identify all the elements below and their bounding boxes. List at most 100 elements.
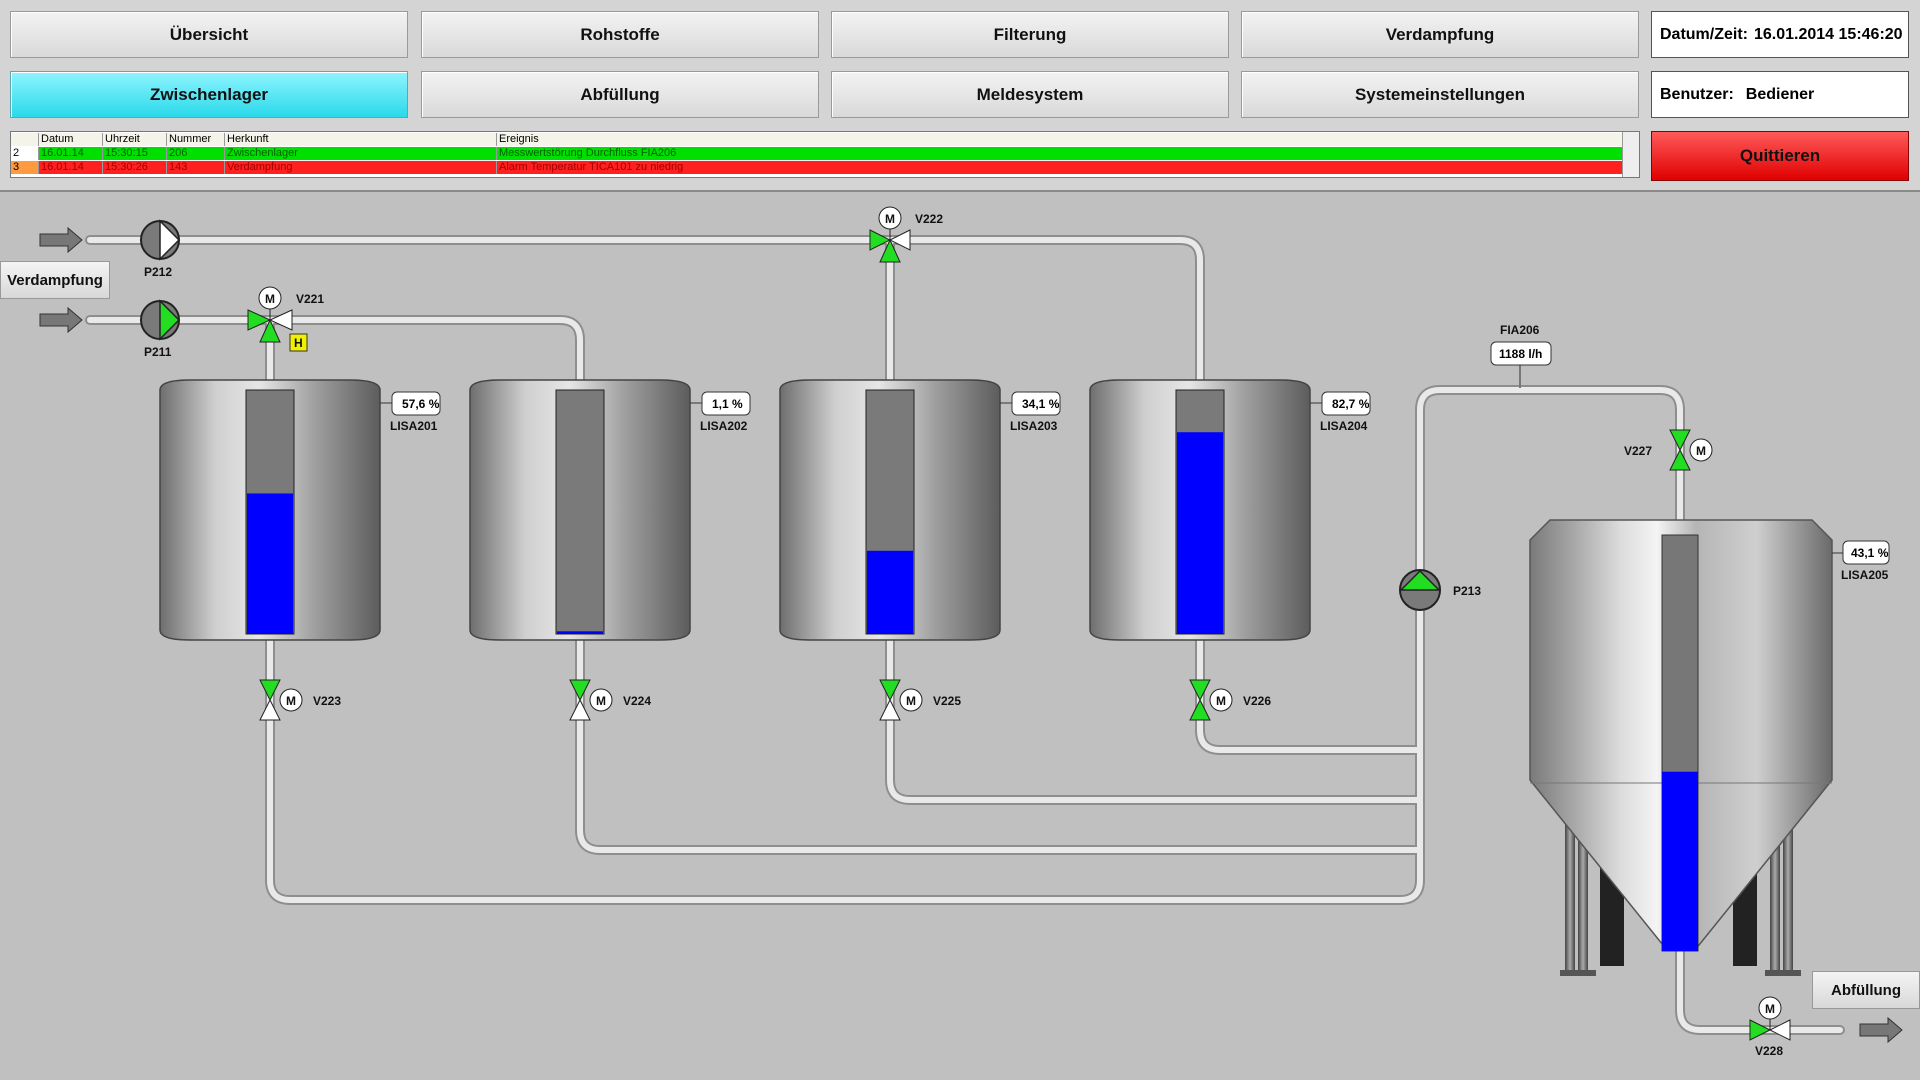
motor-icon: M — [885, 212, 895, 226]
nav-meldesystem[interactable]: Meldesystem — [831, 71, 1229, 118]
flow-indicator-fia206: FIA206 1188 l/h — [1490, 323, 1552, 388]
motor-icon: M — [906, 694, 916, 708]
tank-level-value: 82,7 % — [1332, 397, 1370, 411]
message-table-header: Datum Uhrzeit Nummer Herkunft Ereignis — [11, 133, 1623, 146]
message-ereignis: Alarm Temperatur TICA101 zu niedrig — [497, 161, 1623, 174]
inflow-arrow — [39, 226, 83, 254]
valve-v223-label: V223 — [313, 694, 341, 708]
nav-rohstoffe[interactable]: Rohstoffe — [421, 11, 819, 58]
message-row[interactable]: 2 16.01.14 15:30:15 206 Zwischenlager Me… — [11, 147, 1623, 160]
tank-level-fill — [247, 493, 293, 634]
silo-level-value: 43,1 % — [1851, 546, 1889, 560]
motor-icon: M — [1765, 1002, 1775, 1016]
silo-tag: LISA205 — [1841, 568, 1889, 582]
datetime-value: 16.01.2014 15:46:20 — [1754, 25, 1903, 43]
pump-p211-label: P211 — [144, 345, 172, 359]
goto-verdampfung-button[interactable]: Verdampfung — [0, 261, 110, 299]
pump-p211[interactable]: P211 — [140, 299, 181, 359]
motor-icon: M — [596, 694, 606, 708]
nav-abfuellung[interactable]: Abfüllung — [421, 71, 819, 118]
message-nummer: 143 — [167, 161, 225, 174]
valve-v227[interactable]: M V227 — [1624, 429, 1713, 471]
tank-level-display — [391, 391, 441, 416]
tank-tag: LISA204 — [1320, 419, 1368, 433]
tank-level-fill — [1177, 432, 1223, 634]
valve-v225[interactable]: M V225 — [879, 679, 961, 721]
message-nummer: 206 — [167, 147, 225, 160]
tank-level-gauge — [555, 389, 605, 635]
pump-p213-label: P213 — [1453, 584, 1481, 598]
valve-v221[interactable]: M H V221 — [247, 286, 324, 352]
user-label: Benutzer: — [1660, 85, 1734, 103]
message-herkunft: Verdampfung — [225, 161, 497, 174]
valve-v227-label: V227 — [1624, 444, 1652, 458]
user-value: Bediener — [1745, 85, 1815, 103]
nav-systemeinstellungen[interactable]: Systemeinstellungen — [1241, 71, 1639, 118]
message-uhrzeit: 15:30:15 — [103, 147, 167, 160]
nav-zwischenlager[interactable]: Zwischenlager — [10, 71, 408, 118]
acknowledge-button[interactable]: Quittieren — [1651, 131, 1909, 181]
tank-lisa204: 82,7 % LISA204 — [1089, 379, 1371, 641]
nav-filterung[interactable]: Filterung — [831, 11, 1229, 58]
tank-level-value: 34,1 % — [1022, 397, 1060, 411]
col-header-herkunft: Herkunft — [225, 133, 497, 146]
silo-level-fill — [1662, 771, 1698, 951]
user-display: Benutzer: Bediener — [1651, 71, 1909, 118]
valve-v228-label: V228 — [1755, 1044, 1783, 1058]
message-row[interactable]: 3 16.01.14 15:30:26 143 Verdampfung Alar… — [11, 161, 1623, 174]
flow-value: 1188 l/h — [1499, 347, 1542, 361]
valve-v226-label: V226 — [1243, 694, 1271, 708]
tank-level-fill — [867, 550, 913, 634]
hand-mode-flag: H — [294, 336, 303, 350]
col-header-nr — [11, 133, 39, 146]
motor-icon: M — [1216, 694, 1226, 708]
valve-v224[interactable]: M V224 — [569, 679, 651, 721]
motor-icon: M — [286, 694, 296, 708]
pump-p212[interactable]: P212 — [140, 219, 181, 279]
message-table[interactable]: Datum Uhrzeit Nummer Herkunft Ereignis 2… — [10, 131, 1640, 178]
tank-level-display — [701, 391, 751, 416]
message-nr: 2 — [11, 147, 39, 160]
message-ereignis: Messwertstörung Durchfluss FIA206 — [497, 147, 1623, 160]
tank-level-value: 57,6 % — [402, 397, 440, 411]
message-table-scrollbar[interactable] — [1622, 132, 1639, 177]
valve-v226[interactable]: M V226 — [1189, 679, 1271, 721]
tank-lisa201: 57,6 % LISA201 — [159, 379, 441, 641]
col-header-uhrzeit: Uhrzeit — [103, 133, 167, 146]
tank-lisa203: 34,1 % LISA203 — [779, 379, 1061, 641]
flow-tag: FIA206 — [1500, 323, 1540, 337]
message-nr: 3 — [11, 161, 39, 174]
motor-icon: M — [265, 292, 275, 306]
nav-verdampfung[interactable]: Verdampfung — [1241, 11, 1639, 58]
col-header-ereignis: Ereignis — [497, 133, 1623, 146]
tank-tag: LISA203 — [1010, 419, 1058, 433]
tank-tag: LISA202 — [700, 419, 748, 433]
nav-uebersicht[interactable]: Übersicht — [10, 11, 408, 58]
tank-level-display — [1011, 391, 1061, 416]
pump-p213[interactable]: P213 — [1399, 569, 1481, 611]
pump-p212-label: P212 — [144, 265, 172, 279]
datetime-display: Datum/Zeit: 16.01.2014 15:46:20 — [1651, 11, 1909, 58]
silo-lisa205: 43,1 % LISA205 — [1529, 519, 1890, 976]
inflow-arrow — [39, 306, 83, 334]
valve-v223[interactable]: M V223 — [259, 679, 341, 721]
message-datum: 16.01.14 — [39, 147, 103, 160]
valve-v222[interactable]: M V222 — [869, 206, 943, 263]
tank-level-display — [1321, 391, 1371, 416]
tank-level-fill — [557, 631, 603, 634]
outflow-arrow — [1859, 1016, 1903, 1044]
valve-v222-label: V222 — [915, 212, 943, 226]
header-panel: Übersicht Rohstoffe Filterung Verdampfun… — [0, 0, 1920, 192]
valve-v221-label: V221 — [296, 292, 324, 306]
col-header-nummer: Nummer — [167, 133, 225, 146]
goto-abfuellung-button[interactable]: Abfüllung — [1812, 971, 1920, 1009]
valve-v225-label: V225 — [933, 694, 961, 708]
process-diagram: P212 P211 P213 M H V221 M V222 M V223 — [39, 206, 1903, 1058]
pipes — [85, 235, 1845, 1035]
valve-v224-label: V224 — [623, 694, 651, 708]
valve-v228[interactable]: M V228 — [1749, 996, 1791, 1058]
tank-lisa202: 1,1 % LISA202 — [469, 379, 751, 641]
datetime-label: Datum/Zeit: — [1660, 25, 1748, 43]
col-header-datum: Datum — [39, 133, 103, 146]
tank-level-value: 1,1 % — [712, 397, 743, 411]
